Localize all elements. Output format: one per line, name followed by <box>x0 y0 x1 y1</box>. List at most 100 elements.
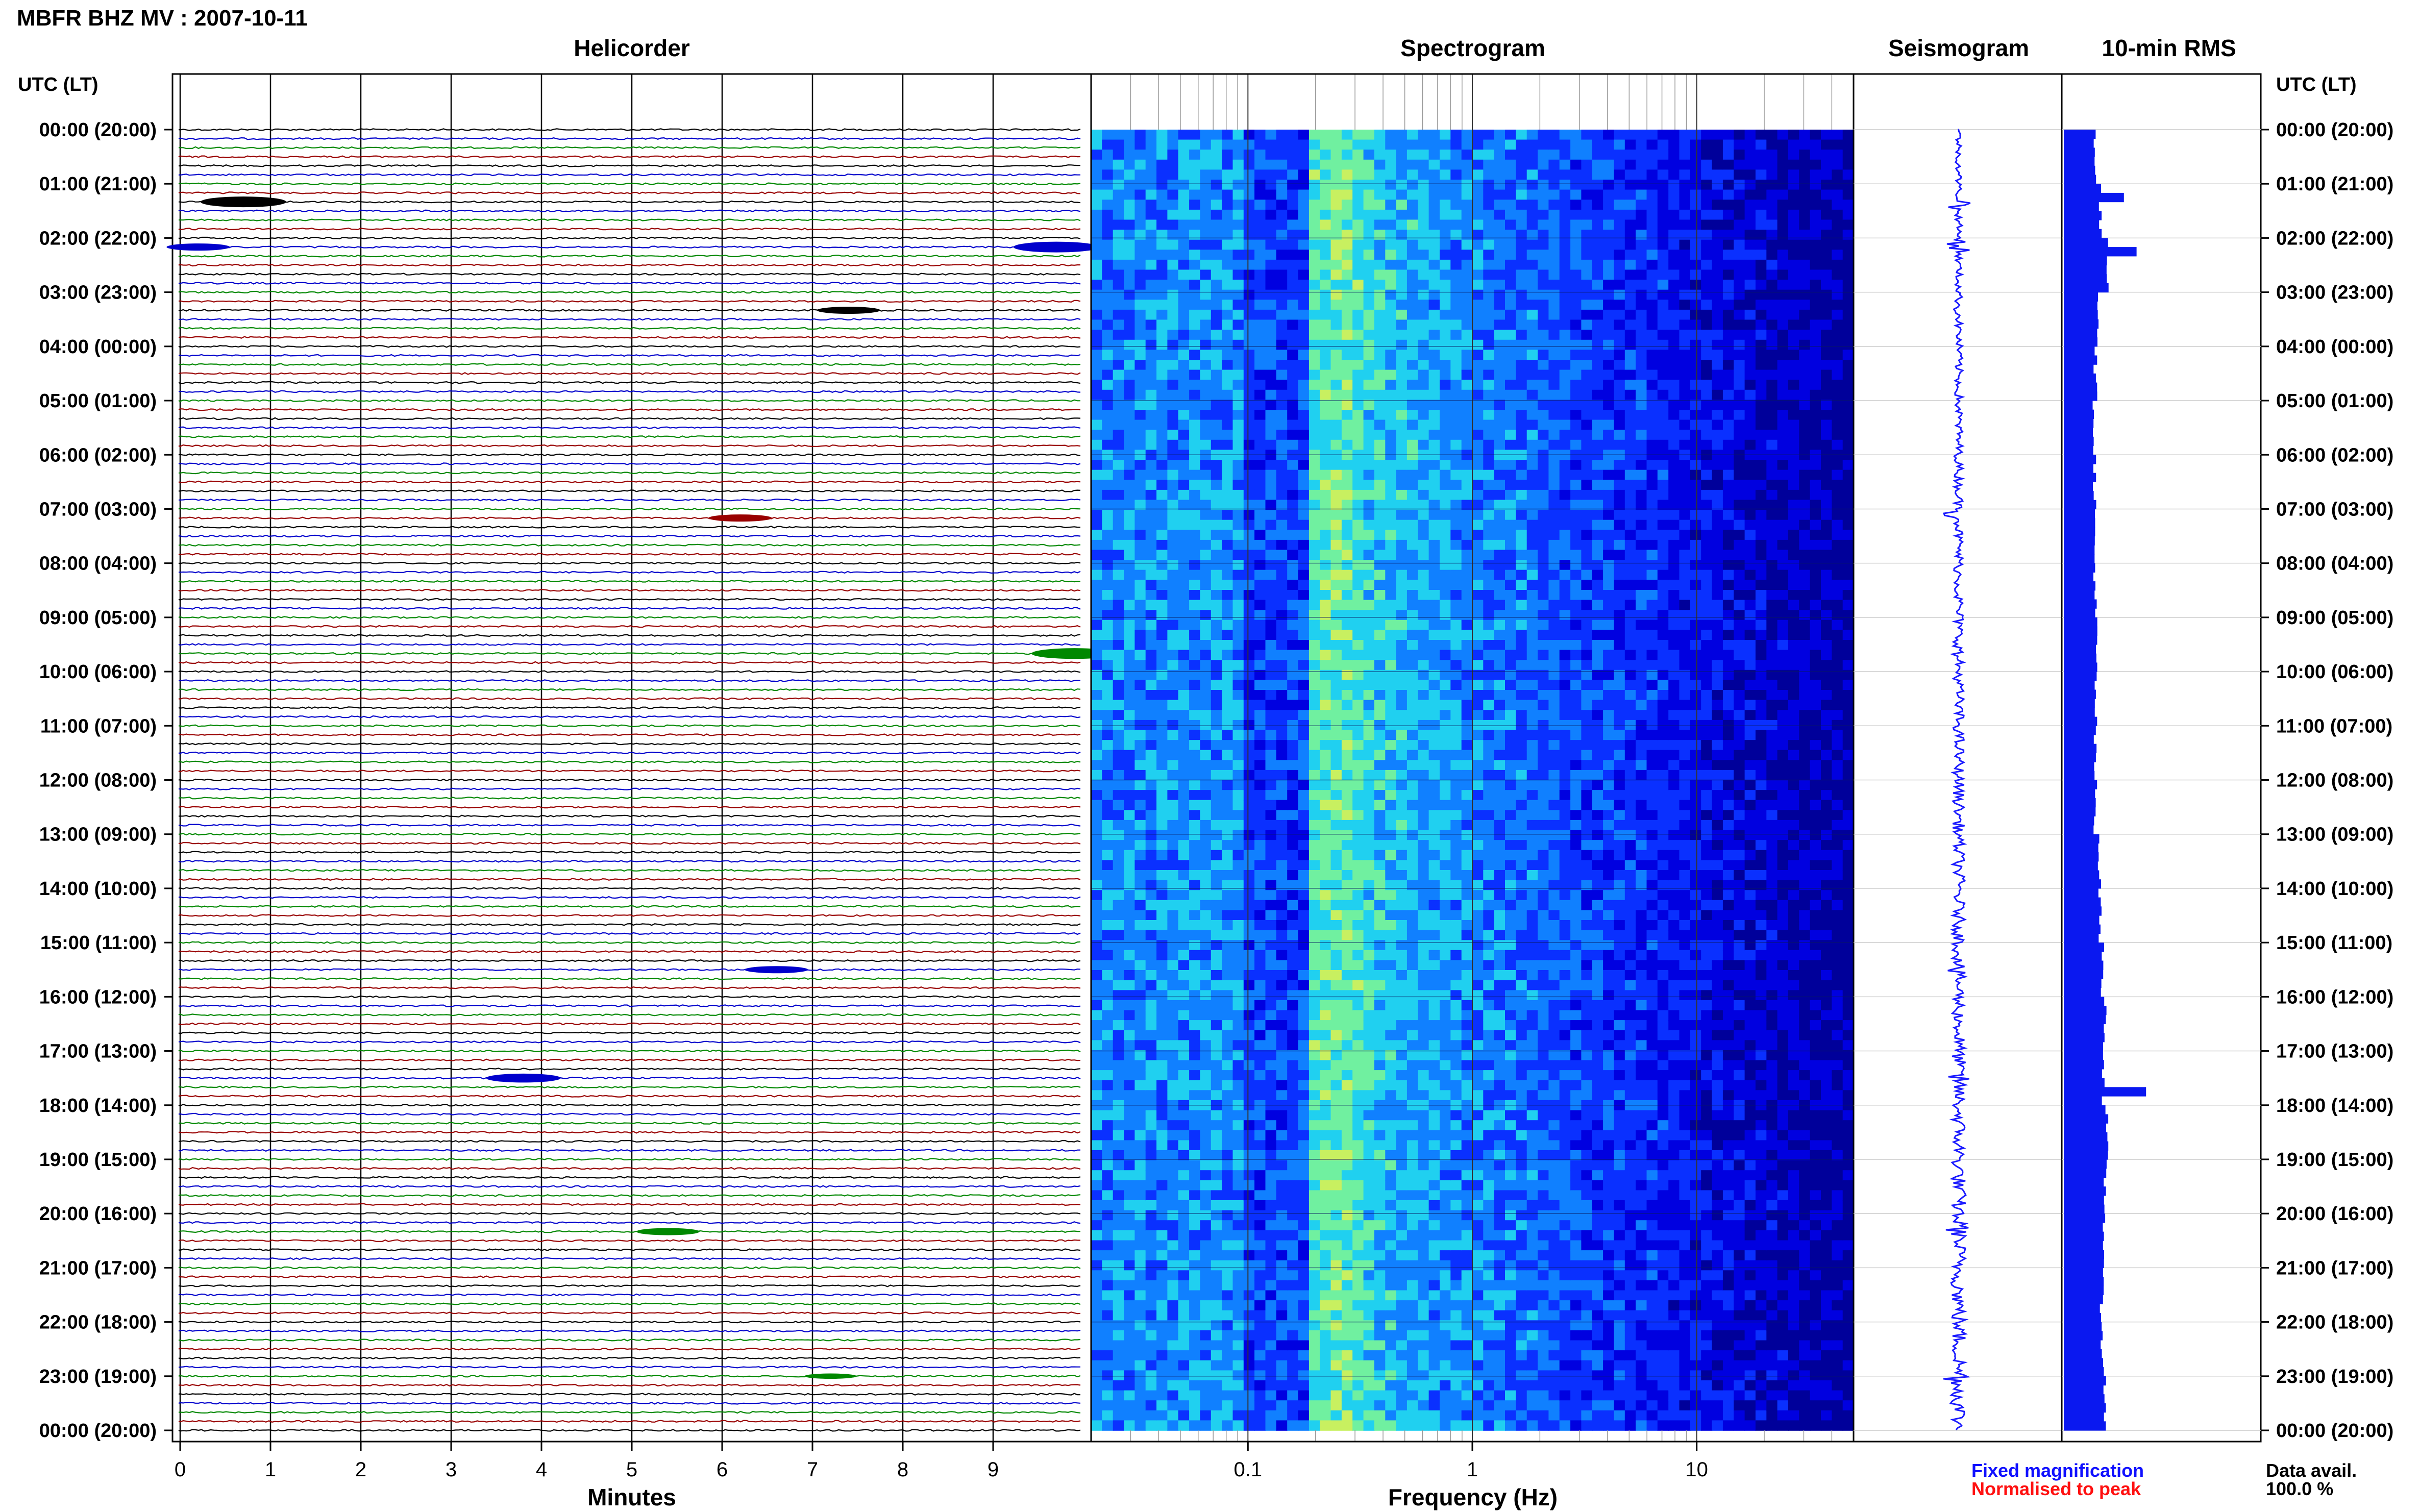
spectrogram-cell <box>1091 1140 1103 1151</box>
spectrogram-cell <box>1440 180 1451 190</box>
spectrogram-cell <box>1287 1160 1299 1171</box>
spectrogram-cell <box>1472 710 1484 721</box>
spectrogram-cell <box>1461 619 1473 631</box>
spectrogram-cell <box>1124 539 1136 551</box>
spectrogram-cell <box>1418 1080 1429 1091</box>
spectrogram-cell <box>1222 460 1233 470</box>
spectrogram-cell <box>1406 369 1418 380</box>
spectrogram-cell <box>1102 660 1114 671</box>
spectrogram-cell <box>1472 970 1484 981</box>
spectrogram-cell <box>1396 619 1408 631</box>
spectrogram-cell <box>1341 230 1353 240</box>
spectrogram-cell <box>1396 1000 1408 1011</box>
spectrogram-cell <box>1396 1020 1408 1031</box>
spectrogram-cell <box>1287 309 1299 320</box>
spectrogram-cell <box>1167 1230 1179 1241</box>
spectrogram-cell <box>1156 239 1168 251</box>
spectrogram-cell <box>1276 530 1288 540</box>
spectrogram-cell <box>1102 1280 1114 1291</box>
spectrogram-cell <box>1222 1300 1233 1311</box>
spectrogram-cell <box>1200 1140 1212 1151</box>
spectrogram-cell <box>1363 610 1375 621</box>
spectrogram-cell <box>1363 189 1375 200</box>
spectrogram-cell <box>1298 389 1310 401</box>
spectrogram-cell <box>1156 230 1168 240</box>
spectrogram-cell <box>1276 910 1288 921</box>
spectrogram-cell <box>1385 130 1397 140</box>
spectrogram-cell <box>1472 350 1484 360</box>
spectrogram-cell <box>1222 389 1233 401</box>
spectrogram-cell <box>1298 1070 1310 1081</box>
spectrogram-cell <box>1472 670 1484 681</box>
spectrogram-cell <box>1222 489 1233 501</box>
spectrogram-cell <box>1440 530 1451 540</box>
spectrogram-cell <box>1167 469 1179 481</box>
spectrogram-cell <box>1091 319 1103 330</box>
spectrogram-cell <box>1167 600 1179 610</box>
spectrogram-cell <box>1406 730 1418 740</box>
spectrogram-cell <box>1134 870 1146 881</box>
spectrogram-cell <box>1298 1270 1310 1281</box>
spectrogram-cell <box>1396 1250 1408 1261</box>
spectrogram-cell <box>1298 539 1310 551</box>
spectrogram-cell <box>1254 980 1266 991</box>
spectrogram-cell <box>1461 209 1473 220</box>
spectrogram-cell <box>1418 1110 1429 1121</box>
spectrogram-cell <box>1406 300 1418 310</box>
spectrogram-cell <box>1418 209 1429 220</box>
spectrogram-cell <box>1222 1360 1233 1371</box>
spectrogram-cell <box>1450 890 1462 901</box>
spectrogram-cell <box>1124 189 1136 200</box>
spectrogram-cell <box>1440 680 1451 690</box>
spectrogram-cell <box>1374 400 1386 410</box>
spectrogram-cell <box>1211 130 1222 140</box>
spectrogram-cell <box>1461 840 1473 851</box>
spectrogram-cell <box>1287 300 1299 310</box>
spectrogram-cell <box>1385 300 1397 310</box>
spectrogram-cell <box>1352 720 1364 731</box>
spectrogram-cell <box>1222 480 1233 490</box>
spectrogram-cell <box>1428 990 1440 1001</box>
spectrogram-panel: 0.1 1 10 <box>1090 73 1855 1481</box>
spectrogram-cell <box>1211 539 1222 551</box>
spectrogram-cell <box>1265 389 1277 401</box>
spectrogram-cell <box>1363 510 1375 520</box>
spectrogram-cell <box>1287 1190 1299 1201</box>
spectrogram-cell <box>1222 710 1233 721</box>
spectrogram-cell <box>1396 189 1408 200</box>
spectrogram-cell <box>1396 209 1408 220</box>
spectrogram-cell <box>1406 419 1418 430</box>
spectrogram-cell <box>1189 550 1201 560</box>
spectrogram-cell <box>1418 309 1429 320</box>
spectrogram-cell <box>1276 150 1288 160</box>
spectrogram-cell <box>1276 1220 1288 1231</box>
spectrogram-cell <box>1124 419 1136 430</box>
spectrogram-cell <box>1374 1410 1386 1421</box>
spectrogram-cell <box>1450 870 1462 881</box>
spectrogram-cell <box>1232 1390 1244 1401</box>
spectrogram-cell <box>1483 300 1495 310</box>
spectrogram-cell <box>1363 200 1375 210</box>
spectrogram-cell <box>1363 1370 1375 1381</box>
spectrogram-cell <box>1320 1090 1331 1101</box>
spectrogram-cell <box>1461 1220 1473 1231</box>
spectrogram-cell <box>1341 289 1353 301</box>
spectrogram-cell <box>1102 159 1114 170</box>
spectrogram-cell <box>1200 410 1212 420</box>
spectrogram-cell <box>1406 250 1418 260</box>
spectrogram-cell <box>1167 1200 1179 1211</box>
spectrogram-cell <box>1450 1090 1462 1101</box>
spectrogram-cell <box>1418 1270 1429 1281</box>
spectrogram-cell <box>1222 439 1233 451</box>
spectrogram-cell <box>1406 980 1418 991</box>
spectrogram-cell <box>1330 280 1342 290</box>
spectrogram-cell <box>1167 730 1179 740</box>
spectrogram-cell <box>1418 910 1429 921</box>
spectrogram-cell <box>1254 339 1266 351</box>
spectrogram-cell <box>1134 619 1146 631</box>
spectrogram-cell <box>1440 209 1451 220</box>
spectrogram-cell <box>1211 1270 1222 1281</box>
spectrogram-cell <box>1189 770 1201 781</box>
spectrogram-cell <box>1265 1070 1277 1081</box>
spectrogram-cell <box>1124 680 1136 690</box>
